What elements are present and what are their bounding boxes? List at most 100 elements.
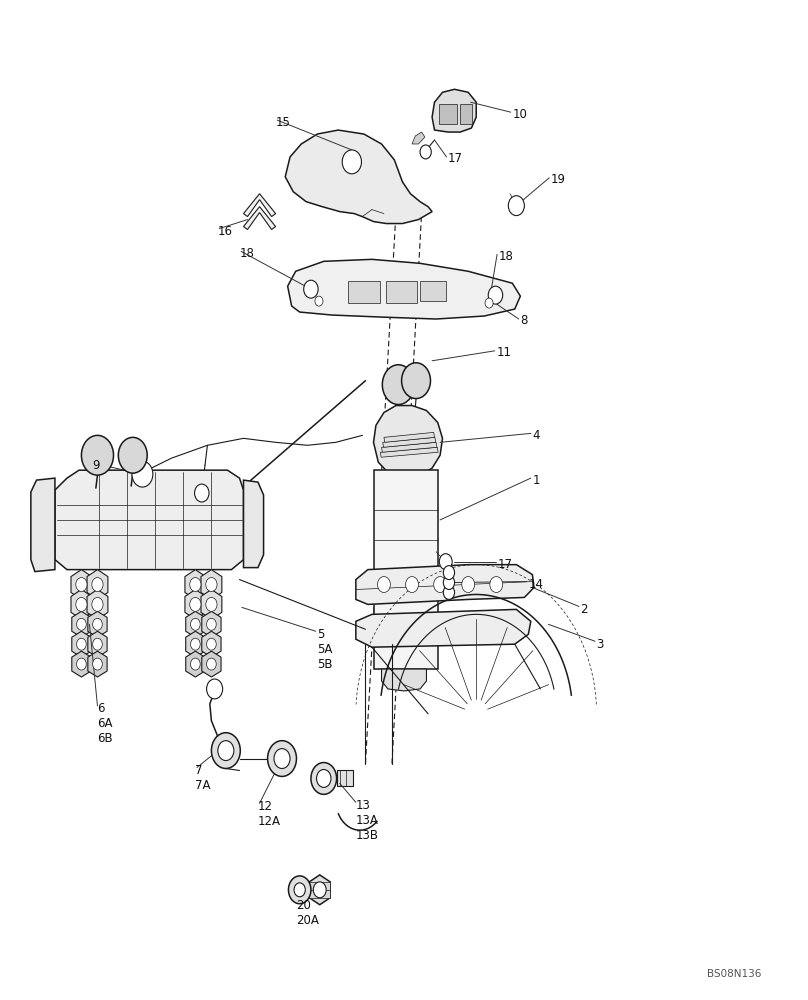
Text: 12A: 12A	[258, 815, 281, 828]
Polygon shape	[186, 611, 205, 637]
Bar	[309, 882, 330, 898]
Circle shape	[206, 578, 217, 591]
Polygon shape	[356, 565, 534, 604]
Polygon shape	[185, 589, 206, 619]
Text: 16: 16	[218, 225, 233, 238]
Polygon shape	[87, 570, 108, 599]
Bar	[420, 281, 446, 301]
Circle shape	[444, 576, 455, 589]
Polygon shape	[288, 259, 520, 319]
Polygon shape	[383, 437, 436, 447]
Polygon shape	[185, 570, 206, 599]
Circle shape	[311, 763, 337, 794]
Polygon shape	[201, 570, 222, 599]
Text: 6B: 6B	[97, 732, 112, 745]
Circle shape	[444, 566, 455, 580]
Circle shape	[190, 597, 201, 611]
Polygon shape	[71, 570, 92, 599]
Polygon shape	[309, 875, 330, 905]
Circle shape	[132, 461, 153, 487]
Text: 1: 1	[532, 474, 540, 487]
Text: 8: 8	[520, 314, 528, 327]
Circle shape	[490, 577, 503, 592]
Polygon shape	[201, 589, 222, 619]
Polygon shape	[87, 589, 108, 619]
Circle shape	[93, 638, 103, 650]
Circle shape	[488, 286, 503, 304]
Circle shape	[76, 578, 87, 591]
Polygon shape	[202, 611, 221, 637]
Circle shape	[382, 365, 415, 405]
Circle shape	[288, 876, 311, 904]
Circle shape	[93, 658, 103, 670]
Circle shape	[377, 577, 390, 592]
Circle shape	[294, 883, 305, 897]
Circle shape	[402, 363, 431, 399]
Circle shape	[317, 769, 331, 787]
Circle shape	[343, 150, 361, 174]
Circle shape	[191, 658, 200, 670]
Text: 2: 2	[580, 603, 588, 616]
Circle shape	[77, 638, 86, 650]
Polygon shape	[72, 651, 91, 677]
Text: 13A: 13A	[356, 814, 379, 827]
Text: 10: 10	[512, 108, 527, 121]
Polygon shape	[412, 132, 425, 144]
Circle shape	[195, 484, 209, 502]
Circle shape	[207, 638, 217, 650]
Circle shape	[212, 733, 240, 768]
Circle shape	[207, 679, 223, 699]
Text: 19: 19	[551, 173, 566, 186]
Circle shape	[508, 196, 524, 216]
Circle shape	[314, 882, 326, 898]
Text: 5: 5	[318, 628, 325, 641]
Circle shape	[92, 578, 103, 591]
Text: 18: 18	[239, 247, 255, 260]
Bar	[373, 470, 438, 669]
Circle shape	[93, 618, 103, 630]
Circle shape	[485, 298, 493, 308]
Circle shape	[406, 577, 419, 592]
Circle shape	[92, 597, 103, 611]
Text: 7: 7	[196, 764, 203, 777]
Polygon shape	[71, 589, 92, 619]
Polygon shape	[72, 631, 91, 657]
Text: 20: 20	[296, 899, 310, 912]
Text: BS08N136: BS08N136	[707, 969, 761, 979]
Polygon shape	[432, 89, 476, 132]
Bar	[440, 104, 457, 124]
Text: 3: 3	[596, 638, 604, 651]
Text: 6: 6	[97, 702, 104, 715]
Circle shape	[190, 578, 201, 591]
Circle shape	[315, 296, 323, 306]
Circle shape	[118, 437, 147, 473]
Text: 15: 15	[276, 116, 291, 129]
Circle shape	[77, 618, 86, 630]
Circle shape	[207, 658, 217, 670]
Polygon shape	[31, 478, 55, 572]
Bar	[386, 281, 417, 303]
Text: 12: 12	[258, 800, 273, 813]
Text: 6A: 6A	[97, 717, 112, 730]
Bar	[461, 104, 472, 124]
Circle shape	[420, 145, 431, 159]
Polygon shape	[373, 406, 443, 478]
Circle shape	[82, 435, 113, 475]
Circle shape	[206, 597, 217, 611]
Circle shape	[191, 638, 200, 650]
Text: 11: 11	[496, 346, 511, 359]
Polygon shape	[381, 442, 437, 452]
Text: 5A: 5A	[318, 643, 333, 656]
Polygon shape	[285, 130, 432, 224]
Text: 18: 18	[499, 250, 514, 263]
Circle shape	[304, 280, 318, 298]
Bar	[347, 281, 380, 303]
Circle shape	[191, 618, 200, 630]
Polygon shape	[72, 611, 91, 637]
Text: 4: 4	[532, 429, 540, 442]
Text: 5B: 5B	[318, 658, 333, 671]
Polygon shape	[381, 669, 427, 691]
Polygon shape	[186, 651, 205, 677]
Circle shape	[444, 586, 455, 599]
Polygon shape	[202, 631, 221, 657]
